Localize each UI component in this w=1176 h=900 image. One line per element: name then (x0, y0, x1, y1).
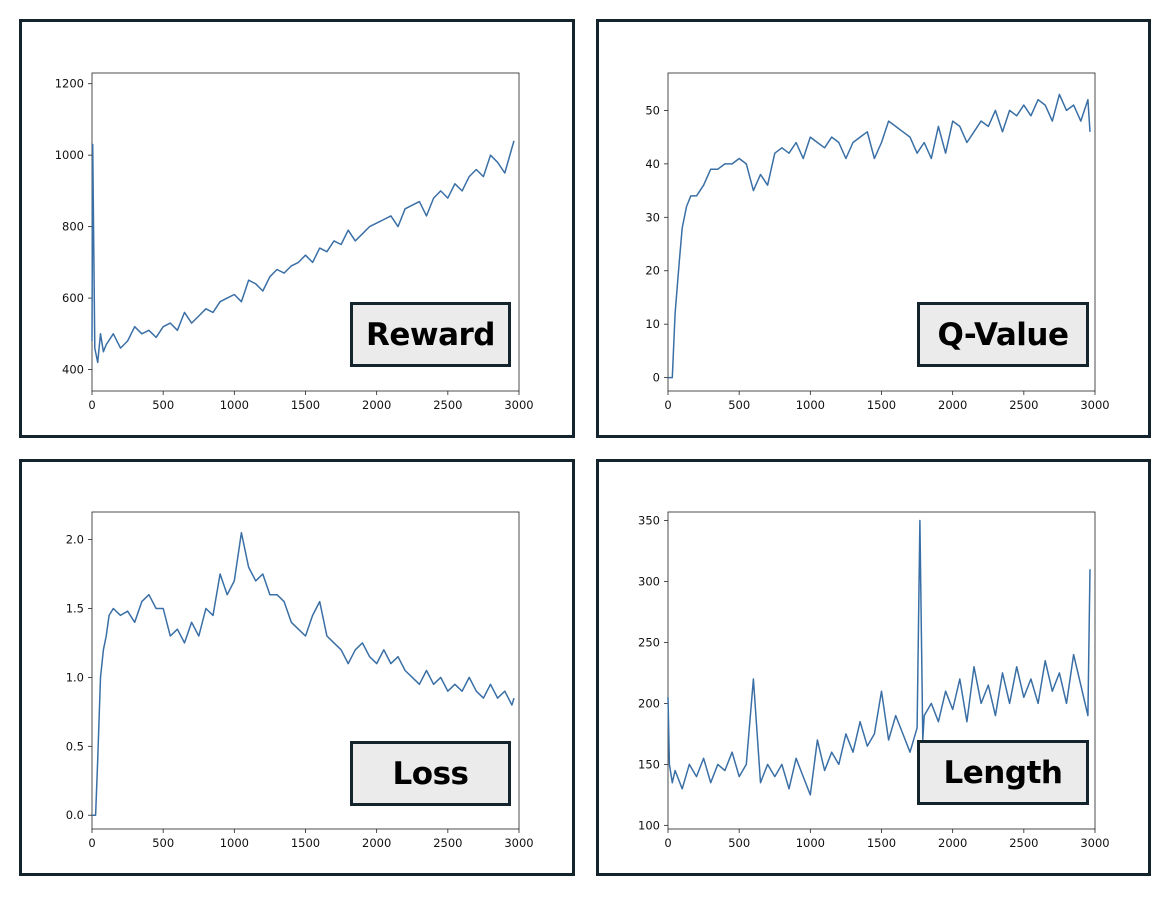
y-tick-label: 100 (638, 818, 660, 832)
x-tick-label: 1500 (867, 836, 896, 850)
y-tick-label: 50 (645, 103, 660, 117)
q-value-title: Q-Value (917, 302, 1089, 367)
x-tick-label: 2500 (1009, 398, 1038, 412)
x-tick-label: 500 (728, 836, 750, 850)
x-tick-label: 1000 (796, 836, 825, 850)
x-tick-label: 0 (88, 836, 95, 850)
x-tick-label: 3000 (504, 398, 533, 412)
y-tick-label: 40 (645, 157, 660, 171)
y-tick-label: 2.0 (66, 533, 84, 547)
y-tick-label: 10 (645, 317, 660, 331)
x-tick-label: 2000 (938, 398, 967, 412)
y-tick-label: 1000 (55, 148, 84, 162)
y-tick-label: 800 (62, 220, 84, 234)
length-title: Length (917, 740, 1089, 805)
loss-chart: 0 500 1000 1500 2000 2500 3000 0.0 0.5 1.0 1.5 2.0 (66, 511, 534, 850)
x-tick-label: 500 (152, 398, 174, 412)
reward-title: Reward (350, 302, 511, 367)
x-tick-label: 2500 (1009, 836, 1038, 850)
x-tick-label: 2500 (433, 836, 462, 850)
series-line (91, 140, 515, 364)
y-tick-label: 0.0 (66, 808, 84, 822)
y-tick-label: 1.5 (66, 601, 84, 615)
series-line (667, 519, 1091, 796)
x-tick-label: 500 (152, 836, 174, 850)
y-tick-label: 200 (638, 696, 660, 710)
q-value-panel: 0 500 1000 1500 2000 2500 3000 0 10 20 30 40 50 Q-Va… (596, 19, 1151, 438)
x-tick-label: 2000 (938, 836, 967, 850)
y-tick-label: 1200 (55, 77, 84, 91)
x-tick-label: 1000 (220, 398, 249, 412)
reward-chart: 0 500 1000 1500 2000 2500 3000 400 600 800 1000 120… (55, 72, 534, 412)
y-tick-label: 400 (62, 363, 84, 377)
x-tick-label: 3000 (1080, 836, 1109, 850)
x-tick-label: 2000 (362, 836, 391, 850)
loss-panel: 0 500 1000 1500 2000 2500 3000 0.0 0.5 1.0 1.5 2.0 … (19, 459, 575, 876)
loss-title: Loss (350, 741, 511, 806)
x-tick-label: 1500 (867, 398, 896, 412)
y-tick-label: 150 (638, 757, 660, 771)
y-tick-label: 350 (638, 514, 660, 528)
series-line (92, 531, 515, 816)
y-tick-label: 20 (645, 264, 660, 278)
x-tick-label: 0 (88, 398, 95, 412)
y-tick-label: 0 (653, 371, 660, 385)
x-tick-label: 0 (664, 398, 671, 412)
reward-panel: 0 500 1000 1500 2000 2500 3000 400 600 800 1000 120… (19, 19, 575, 438)
y-tick-label: 250 (638, 635, 660, 649)
length-chart: 0 500 1000 1500 2000 2500 3000 100 150 200 250 300 3… (638, 511, 1110, 850)
y-tick-label: 600 (62, 291, 84, 305)
length-panel: 0 500 1000 1500 2000 2500 3000 100 150 200 250 300 3… (596, 459, 1151, 876)
x-tick-label: 0 (664, 836, 671, 850)
x-tick-label: 3000 (504, 836, 533, 850)
x-tick-label: 2000 (362, 398, 391, 412)
y-tick-label: 1.0 (66, 670, 84, 684)
y-tick-label: 300 (638, 574, 660, 588)
x-tick-label: 3000 (1080, 398, 1109, 412)
q-value-chart: 0 500 1000 1500 2000 2500 3000 0 10 20 30 40 50 (645, 72, 1110, 412)
y-tick-label: 0.5 (66, 739, 84, 753)
x-tick-label: 1000 (796, 398, 825, 412)
x-tick-label: 1000 (220, 836, 249, 850)
series-line (668, 93, 1091, 379)
x-tick-label: 500 (728, 398, 750, 412)
x-tick-label: 2500 (433, 398, 462, 412)
x-tick-label: 1500 (291, 398, 320, 412)
y-tick-label: 30 (645, 210, 660, 224)
x-tick-label: 1500 (291, 836, 320, 850)
